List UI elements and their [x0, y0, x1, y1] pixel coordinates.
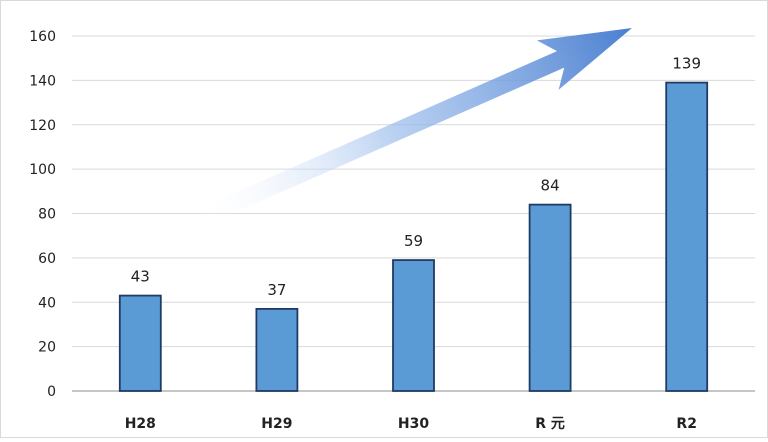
x-category-label: H30: [398, 416, 429, 432]
bar-value-label: 43: [131, 268, 150, 286]
bar-value-label: 59: [404, 232, 423, 250]
x-category-label: H28: [125, 416, 156, 432]
x-category-label: H29: [261, 416, 292, 432]
y-tick-label: 140: [29, 73, 56, 89]
bars: [118, 81, 709, 392]
bar: [665, 81, 709, 392]
x-axis-category-labels: H28 H29 H30 R 元 R2: [125, 416, 697, 432]
y-tick-label: 20: [38, 340, 56, 356]
y-tick-label: 0: [47, 384, 56, 400]
bar: [255, 308, 299, 392]
y-tick-label: 60: [38, 251, 56, 267]
bar-value-label: 139: [672, 55, 701, 73]
y-tick-label: 40: [38, 295, 56, 311]
x-category-label: R 元: [535, 416, 565, 432]
y-axis-tick-labels: 0 20 40 60 80 100 120 140 160: [29, 29, 56, 400]
y-tick-label: 100: [29, 162, 56, 178]
y-tick-label: 80: [38, 207, 56, 223]
bar: [118, 294, 162, 392]
y-tick-label: 160: [29, 29, 56, 45]
gridlines: [72, 35, 755, 392]
y-tick-label: 120: [29, 118, 56, 134]
trend-arrow-icon: [196, 28, 632, 227]
bar-value-label: 37: [267, 281, 286, 299]
bar-value-label: 84: [541, 177, 560, 195]
bar: [528, 203, 572, 392]
bar: [392, 259, 435, 392]
trend-arrow-layer: [196, 28, 632, 227]
data-labels: 43 37 59 84 139: [131, 55, 701, 299]
x-category-label: R2: [676, 416, 697, 432]
